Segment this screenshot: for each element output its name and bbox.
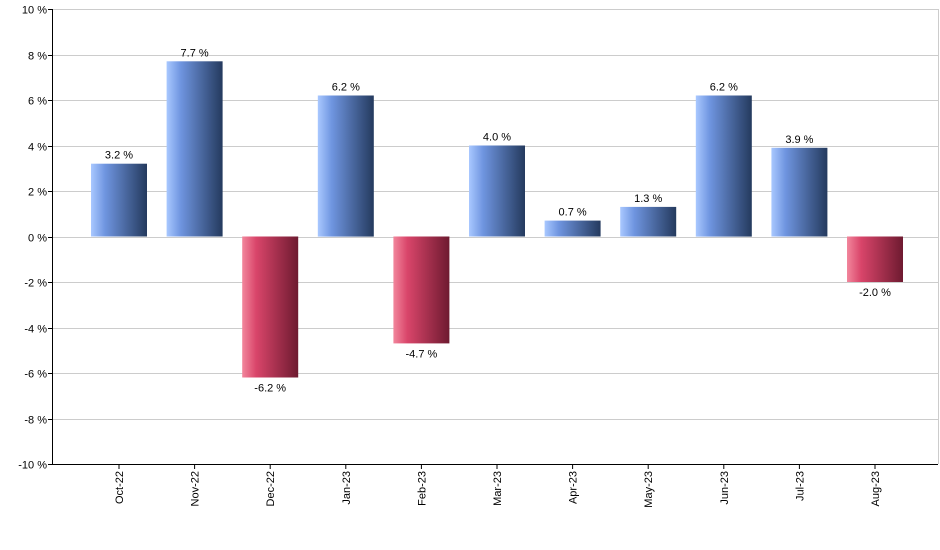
bar	[620, 206, 677, 237]
y-tick-label: 4 %	[28, 142, 47, 154]
data-label: 1.3 %	[634, 193, 662, 205]
y-tick-label: -10 %	[18, 460, 47, 472]
x-tick-label: Oct-22	[114, 471, 126, 504]
y-tick-label: -6 %	[24, 369, 47, 381]
data-label: 3.2 %	[105, 150, 133, 162]
bar	[771, 147, 828, 237]
y-tick-label: -8 %	[24, 415, 47, 427]
x-tick-label: Mar-23	[492, 471, 504, 506]
y-tick-label: 0 %	[28, 233, 47, 245]
x-tick-label: Dec-22	[265, 471, 277, 506]
data-label: 7.7 %	[181, 47, 209, 59]
axes: 10 % 8 % 6 % 4 % 2 % 0 % -2 % -4 % -6 % -8 % -10 %…	[18, 5, 938, 508]
bar	[393, 236, 450, 344]
x-tick-label: May-23	[643, 471, 655, 508]
data-label: 4.0 %	[483, 132, 511, 144]
bar	[242, 236, 299, 378]
y-tick-label: -4 %	[24, 324, 47, 336]
bar	[847, 236, 903, 282]
bar	[166, 61, 223, 237]
data-label: -2.0 %	[859, 287, 891, 299]
x-tick-label: Apr-23	[568, 471, 580, 504]
data-label: -4.7 %	[406, 348, 438, 360]
data-label: 6.2 %	[332, 82, 360, 94]
x-tick-label: Nov-22	[190, 471, 202, 506]
labels: 3.2 % 7.7 % -6.2 % 6.2 % -4.7 % 4.0 % 0.7 % 1.3…	[105, 47, 891, 394]
bars	[91, 61, 903, 378]
x-tick-label: Jul-23	[794, 471, 806, 501]
data-label: -6.2 %	[254, 383, 286, 395]
bar	[91, 163, 147, 237]
bar	[695, 95, 752, 237]
x-tick-label: Feb-23	[416, 471, 428, 506]
data-label: 3.9 %	[785, 134, 813, 146]
bar	[544, 220, 601, 237]
y-tick-label: 8 %	[28, 51, 47, 63]
bar	[469, 145, 525, 237]
x-tick-label: Aug-23	[870, 471, 882, 506]
x-tick-label: Jan-23	[341, 471, 353, 505]
y-tick-label: -2 %	[24, 278, 47, 290]
y-tick-label: 2 %	[28, 187, 47, 199]
x-tick-label: Jun-23	[719, 471, 731, 505]
y-tick-label: 10 %	[22, 5, 47, 17]
data-label: 6.2 %	[710, 82, 738, 94]
data-label: 0.7 %	[559, 207, 587, 219]
bar	[317, 95, 374, 237]
y-tick-label: 6 %	[28, 96, 47, 108]
